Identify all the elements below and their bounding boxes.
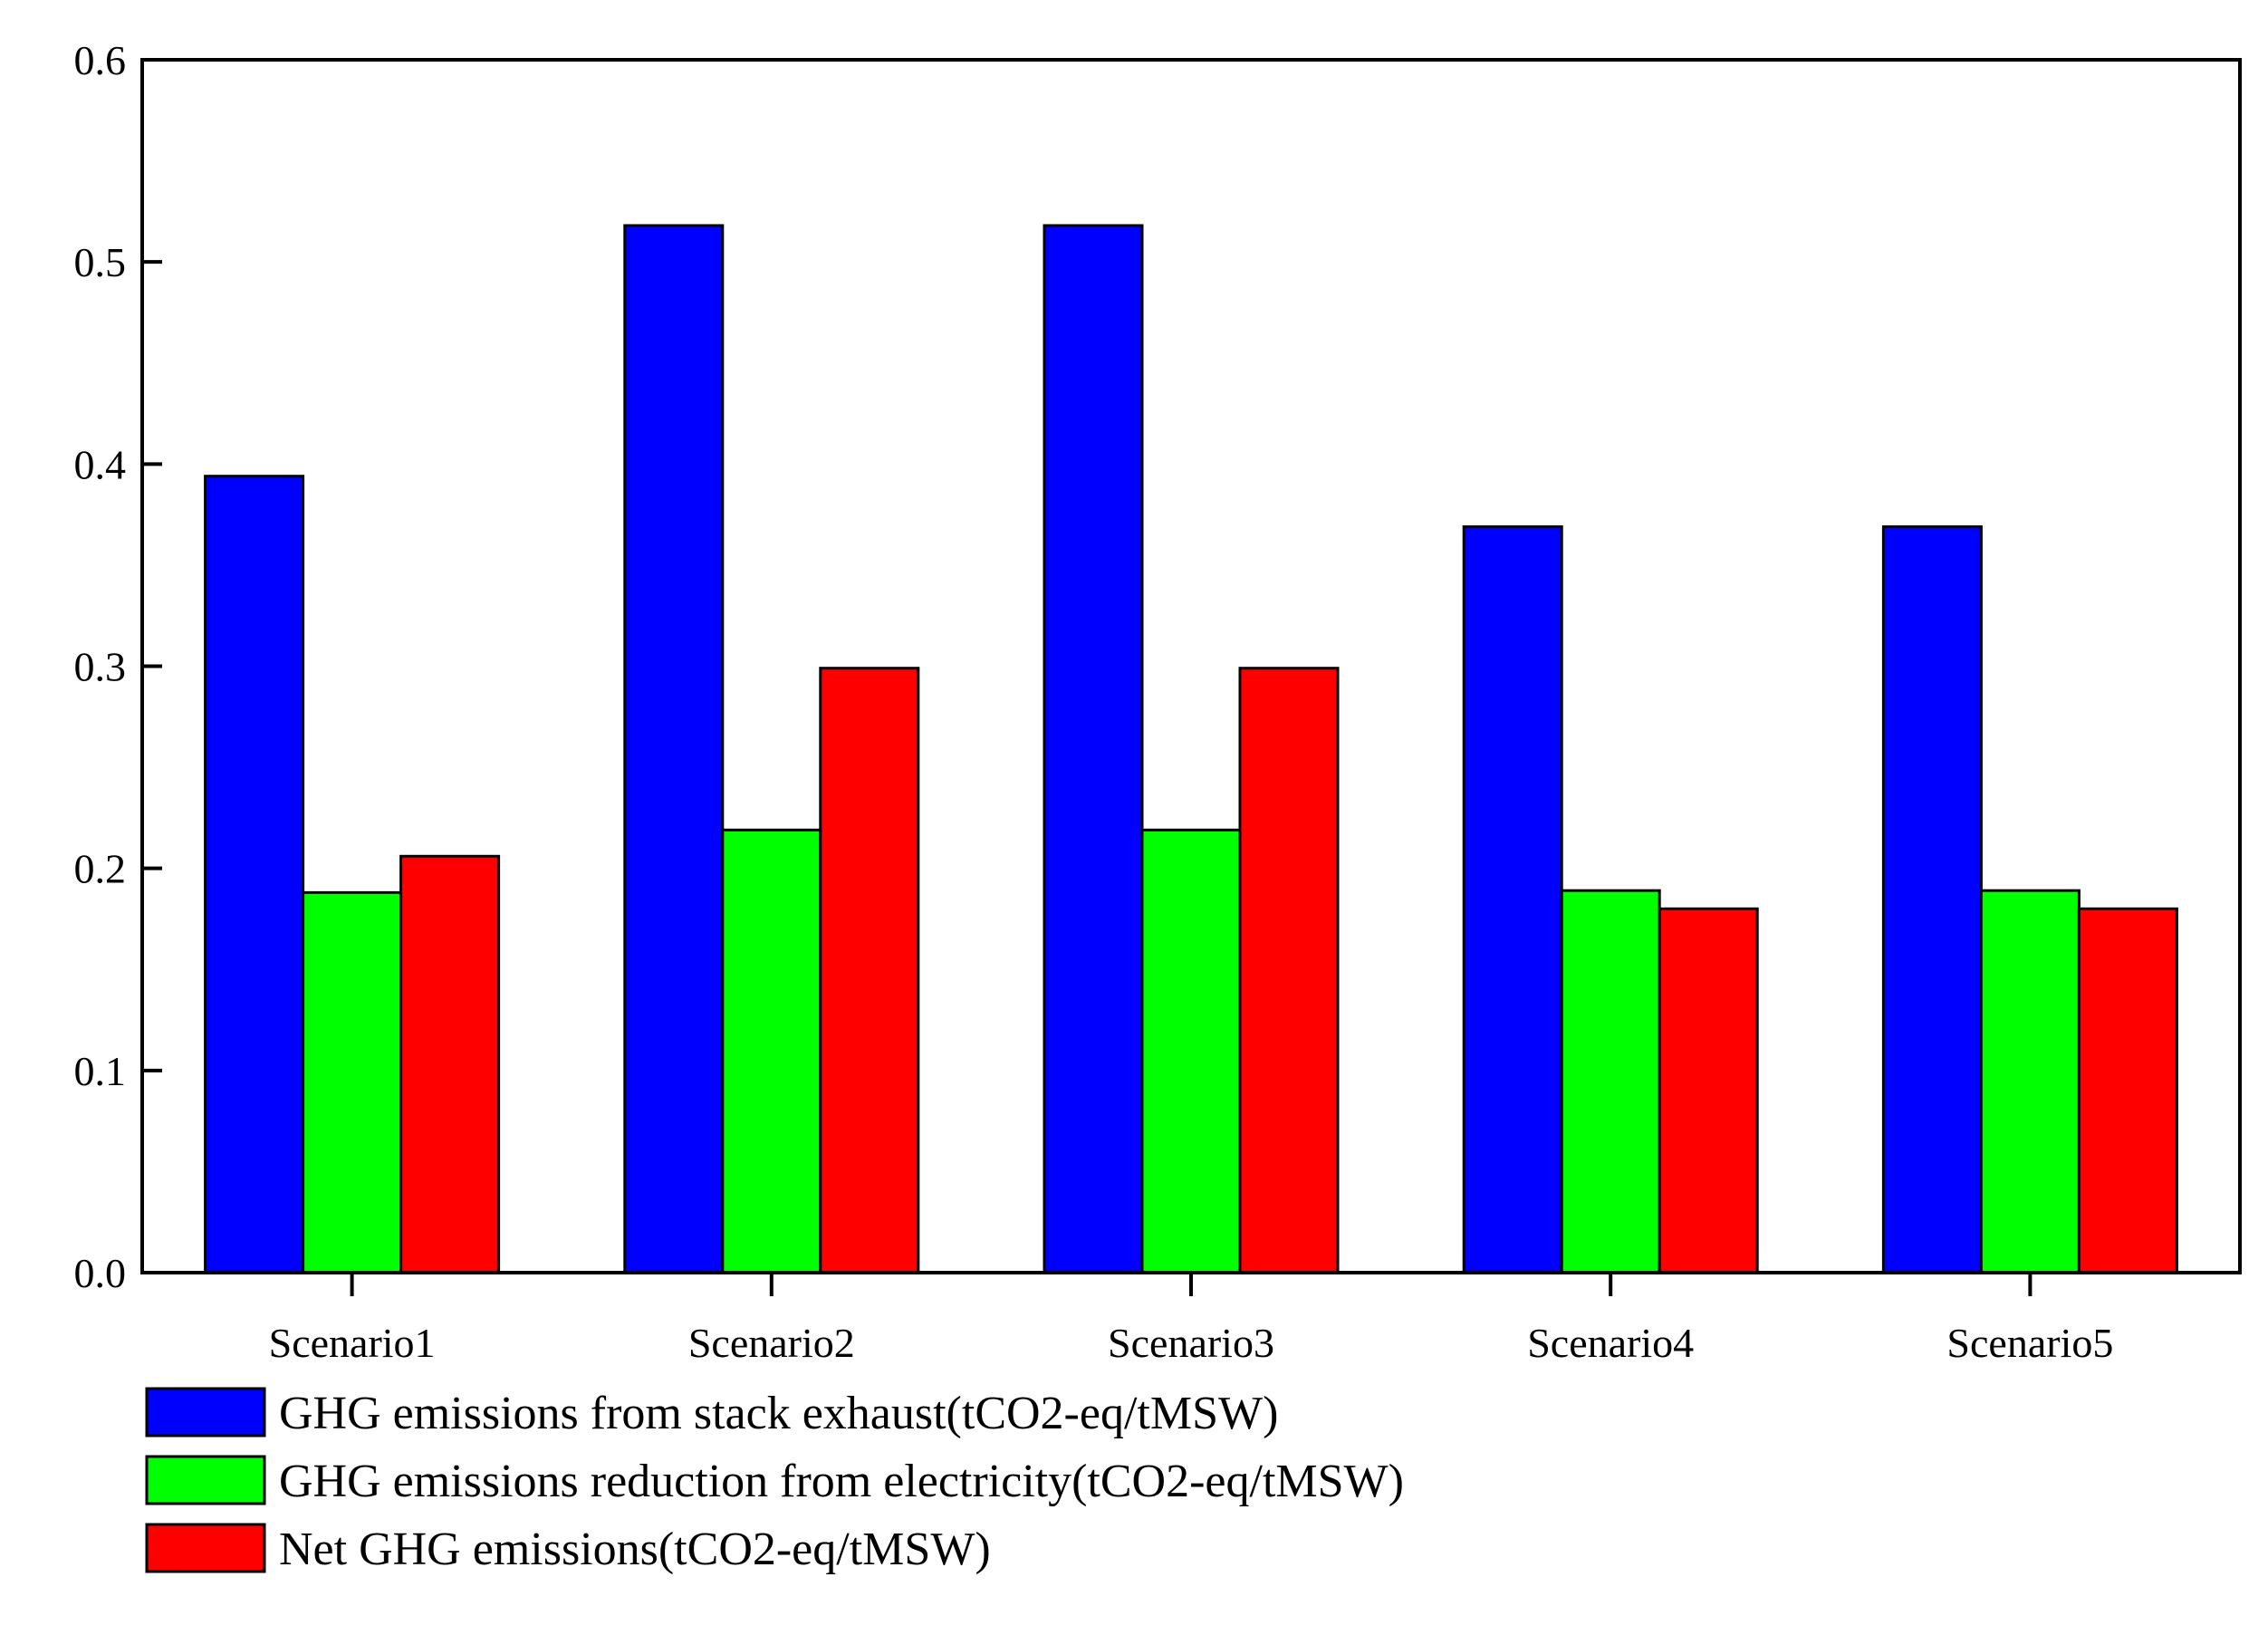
bar-scenario5-series-2	[1979, 889, 2081, 1274]
bars-group	[204, 224, 2178, 1274]
bar-scenario4-series-2	[1560, 889, 1661, 1274]
bar-scenario1-series-2	[302, 890, 403, 1274]
y-tick-label: 0.6	[74, 37, 127, 83]
legend-label-series-2: GHG emissions reduction from electricity…	[279, 1456, 1404, 1507]
bar-scenario2-series-2	[721, 828, 822, 1274]
y-tick-label: 0.0	[74, 1250, 127, 1296]
y-tick-label: 0.1	[74, 1048, 127, 1094]
legend-swatch-series-1	[145, 1387, 266, 1438]
y-tick-label: 0.3	[74, 644, 127, 690]
bar-scenario5-series-3	[2077, 907, 2178, 1274]
bar-scenario5-series-1	[1881, 525, 1983, 1274]
bar-scenario3-series-2	[1140, 828, 1242, 1274]
x-tick-label-scenario1: Scenario1	[269, 1320, 436, 1366]
y-tick-label: 0.5	[74, 239, 127, 285]
x-tick-label-scenario3: Scenario3	[1108, 1320, 1274, 1366]
legend-label-series-1: GHG emissions from stack exhaust(tCO2-eq…	[279, 1388, 1278, 1439]
legend-swatch-series-3	[145, 1523, 266, 1573]
bar-scenario2-series-1	[623, 224, 725, 1274]
legend: GHG emissions from stack exhaust(tCO2-eq…	[145, 1387, 1404, 1575]
y-tick-label: 0.2	[74, 846, 127, 892]
x-tick-label-scenario2: Scenario2	[688, 1320, 855, 1366]
bar-scenario3-series-1	[1043, 224, 1144, 1274]
x-axis: Scenario1 Scenario2 Scenario3 Scenario4 Scen…	[269, 1273, 2113, 1366]
bar-scenario1-series-1	[204, 475, 305, 1274]
bar-scenario2-series-3	[819, 667, 920, 1274]
bar-scenario4-series-1	[1462, 525, 1563, 1274]
x-tick-label-scenario4: Scenario4	[1527, 1320, 1694, 1366]
x-tick-label-scenario5: Scenario5	[1946, 1320, 2113, 1366]
legend-swatch-series-2	[145, 1455, 266, 1505]
bar-scenario1-series-3	[399, 854, 501, 1274]
bar-scenario4-series-3	[1658, 907, 1759, 1274]
bar-scenario3-series-3	[1238, 667, 1340, 1274]
y-tick-label: 0.4	[74, 441, 127, 487]
legend-label-series-3: Net GHG emissions(tCO2-eq/tMSW)	[279, 1524, 991, 1575]
y-axis: 0.0 0.1 0.2 0.3 0.4 0.5 0.6	[74, 37, 162, 1296]
